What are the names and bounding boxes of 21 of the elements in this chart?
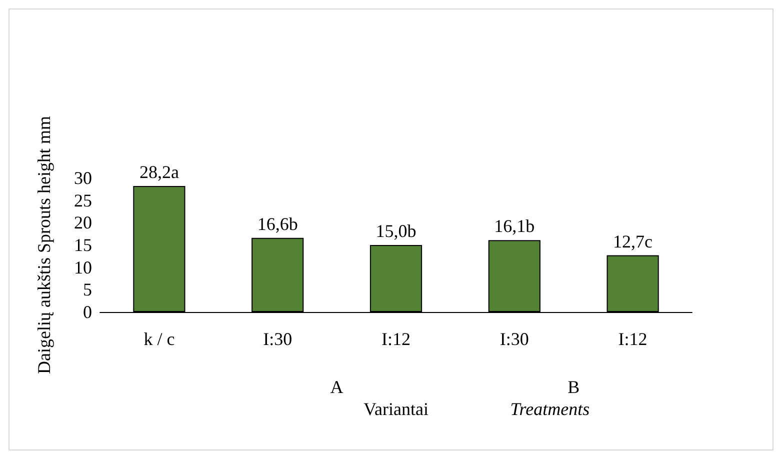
data-label: 16,1b — [494, 216, 535, 236]
y-tick-label: 10 — [74, 257, 92, 278]
y-tick-label: 20 — [74, 212, 92, 233]
text: B — [568, 377, 580, 397]
y-tick-label: 30 — [74, 168, 92, 188]
y-tick-label: 0 — [83, 302, 92, 322]
x-tick-label: k / c — [144, 329, 175, 349]
data-label: 15,0b — [376, 221, 416, 241]
data-label: 12,7c — [613, 231, 653, 252]
y-tick-label: 5 — [83, 280, 92, 300]
y-tick-label: 15 — [74, 235, 92, 255]
data-label: 28,2a — [139, 162, 179, 182]
text: A — [330, 377, 344, 397]
x-tick-label: I:12 — [618, 329, 648, 349]
data-label: 16,6b — [257, 214, 298, 234]
x-tick-label: I:30 — [263, 329, 292, 349]
y-tick-label: 25 — [74, 190, 92, 210]
y-axis-title: Daigelių aukštis Sprouts height mm — [34, 116, 54, 374]
x-tick-label: I:30 — [500, 329, 529, 349]
text: Variantai Treatments — [364, 399, 590, 419]
x-tick-label: I:12 — [382, 329, 410, 349]
